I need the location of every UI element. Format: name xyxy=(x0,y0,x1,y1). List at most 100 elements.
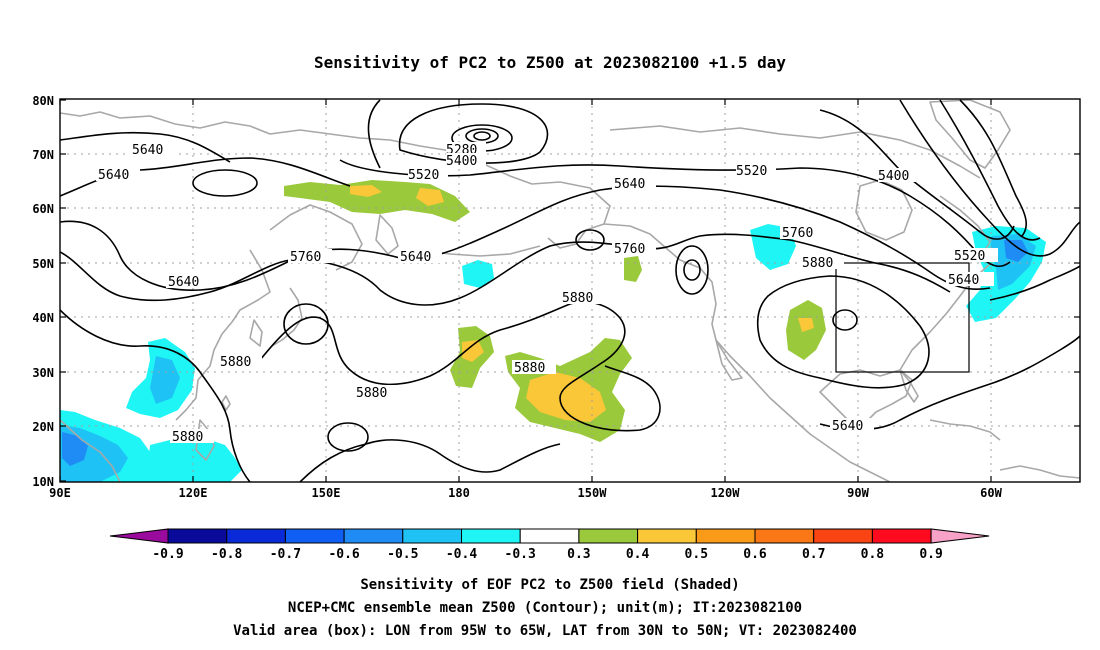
colorbar-tick-label: -0.3 xyxy=(505,547,536,562)
lat-tick-60n: 60N xyxy=(32,202,54,216)
colorbar-swatch xyxy=(871,528,932,544)
lon-tick-60w: 60W xyxy=(980,486,1002,500)
lon-tick-90e: 90E xyxy=(49,486,71,500)
contour-label-5880-g: 5640 xyxy=(832,419,863,434)
colorbar-swatch xyxy=(461,528,521,544)
colorbar-tick-label: 0.4 xyxy=(626,547,650,562)
axis-ticks xyxy=(59,99,1080,482)
contour-label-5520-east: 5520 xyxy=(954,249,985,264)
lat-tick-80n: 80N xyxy=(32,94,54,108)
coastline-alaska xyxy=(487,165,611,249)
colorbar-tick-label: -0.6 xyxy=(328,547,359,562)
contour-label-5640-d: 5640 xyxy=(400,250,431,265)
colorbar-swatch xyxy=(578,528,639,544)
lat-tick-50n: 50N xyxy=(32,257,54,271)
contour-5640-closed xyxy=(192,169,258,197)
contour-5280-inner xyxy=(473,131,491,141)
contour-label-5880-c: 5880 xyxy=(220,355,251,370)
lon-tick-180: 180 xyxy=(448,486,470,500)
colorbar-swatch xyxy=(754,528,815,544)
contour-label-5880-e: 5880 xyxy=(514,361,545,376)
colorbar-swatch-min xyxy=(109,528,169,544)
contour-5880-mexico xyxy=(819,335,1080,431)
contour-label-5880-b: 5880 xyxy=(802,256,833,271)
contour-5340-east xyxy=(959,99,1028,237)
contour-label-5880-f: 5880 xyxy=(172,430,203,445)
coastlines xyxy=(60,99,1080,482)
coastline-west-coast xyxy=(699,267,891,482)
lat-tick-labels: 10N 20N 30N 40N 50N 60N 70N 80N xyxy=(32,94,54,489)
contour-label-5640-b: 5640 xyxy=(98,168,129,183)
lon-tick-120w: 120W xyxy=(711,486,741,500)
contour-label-5520-north: 5520 xyxy=(736,164,767,179)
coastline-greenland xyxy=(929,99,1011,169)
valid-area-box xyxy=(835,262,970,373)
colorbar-swatch xyxy=(519,528,580,544)
contour-5520-west xyxy=(367,99,381,169)
negative-region-pacific xyxy=(462,260,494,288)
lat-tick-20n: 20N xyxy=(32,420,54,434)
lon-tick-labels: 90E 120E 150E 180 150W 120W 90W 60W xyxy=(49,486,1002,500)
contour-label-5880-d: 5880 xyxy=(356,386,387,401)
contour-5760-main xyxy=(60,233,951,306)
contour-label-5760-c: 5760 xyxy=(782,226,813,241)
contour-label-5640-c: 5640 xyxy=(168,275,199,290)
lat-tick-10n: 10N xyxy=(32,475,54,489)
positive-region-central-pacific-inner xyxy=(526,372,606,422)
contour-5640-main xyxy=(60,185,991,291)
contour-5820-far-east xyxy=(989,265,1080,301)
coastline-japan xyxy=(271,287,303,347)
lon-tick-90w: 90W xyxy=(847,486,869,500)
contour-5760-closed-b xyxy=(675,245,709,295)
positive-region-north-america-inner xyxy=(798,318,814,332)
contour-label-5640-e: 5640 xyxy=(614,177,645,192)
negative-region-atlantic-core xyxy=(1004,240,1028,262)
coastline-florida xyxy=(899,369,919,403)
colorbar-tick-label: 0.5 xyxy=(685,547,708,562)
coastline-hudson xyxy=(855,179,913,241)
colorbar-swatch xyxy=(284,528,345,544)
colorbar-swatch xyxy=(343,528,404,544)
lat-tick-70n: 70N xyxy=(32,148,54,162)
contour-label-5400-east: 5400 xyxy=(878,169,909,184)
coastline-baja xyxy=(715,339,743,381)
colorbar-tick-label: 0.3 xyxy=(567,547,590,562)
colorbar: -0.9 -0.8 -0.7 -0.6 -0.5 -0.4 -0.3 0.3 0.4 0.5 0.6… xyxy=(109,528,990,562)
positive-region-dateline-inner xyxy=(462,340,484,362)
colorbar-tick-label: 0.7 xyxy=(802,547,825,562)
contour-label-5880-a: 5880 xyxy=(562,291,593,306)
lat-tick-40n: 40N xyxy=(32,311,54,325)
lon-tick-150w: 150W xyxy=(578,486,608,500)
coastline-east-asia xyxy=(175,249,271,421)
coastline-south-america xyxy=(999,465,1080,479)
colorbar-swatch xyxy=(167,528,228,544)
coastline-kamchatka xyxy=(375,214,399,255)
coastline-alaska-south xyxy=(603,223,701,269)
colorbar-swatch xyxy=(695,528,756,544)
contour-5880-west xyxy=(60,309,251,482)
map-frame xyxy=(59,98,1081,483)
lon-tick-120e: 120E xyxy=(179,486,208,500)
colorbar-tick-label: 0.6 xyxy=(743,547,767,562)
colorbar-swatch xyxy=(402,528,462,544)
colorbar-swatch xyxy=(813,528,873,544)
colorbar-swatches xyxy=(109,528,990,544)
negative-region-philippine xyxy=(148,440,198,482)
coastline-okhotsk xyxy=(269,204,363,271)
coastline-arctic-canada xyxy=(609,125,981,179)
colorbar-tick-label: 0.8 xyxy=(861,547,885,562)
contour-5640-ring-a xyxy=(60,131,231,163)
contour-5880-closed-b xyxy=(283,303,329,345)
caption: Sensitivity of EOF PC2 to Z500 field (Sh… xyxy=(233,577,857,639)
contour-label-5640-f: 5640 xyxy=(948,273,979,288)
caption-line-1: Sensitivity of EOF PC2 to Z500 field (Sh… xyxy=(360,577,739,593)
coastline-arctic-eurasia xyxy=(60,111,489,167)
contour-5880-closed-a xyxy=(327,422,369,452)
map-panel: 5280 5400 5400 5520 5520 5520 5640 5640 … xyxy=(60,99,1080,482)
lon-tick-150e: 150E xyxy=(312,486,341,500)
colorbar-swatch xyxy=(226,528,286,544)
colorbar-tick-label: -0.9 xyxy=(152,547,183,562)
caption-line-3: Valid area (box): LON from 95W to 65W, L… xyxy=(233,623,857,639)
positive-region-siberia-inner xyxy=(350,185,444,206)
colorbar-tick-label: -0.7 xyxy=(270,547,301,562)
